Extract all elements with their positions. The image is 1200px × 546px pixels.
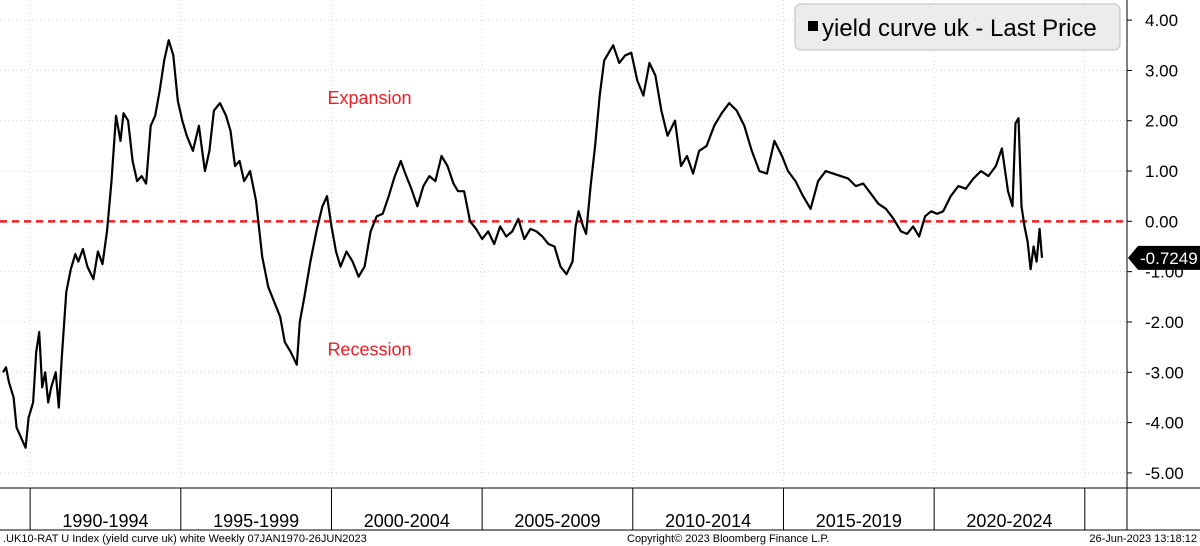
legend-box [794, 3, 1121, 51]
y-tick-label: 2.00 [1145, 112, 1178, 131]
gridlines [0, 0, 1127, 488]
legend: yield curve uk - Last Price [794, 3, 1121, 51]
series-line-0 [2, 39, 1044, 449]
footer-right: 26-Jun-2023 13:18:12 [1089, 533, 1197, 545]
y-tick-label: 4.00 [1145, 11, 1178, 30]
footer-left: .UK10-RAT U Index (yield curve uk) white… [3, 533, 367, 545]
x-category-label: 2010-2014 [665, 511, 751, 531]
axes [0, 0, 1200, 531]
y-tick-label: -3.00 [1145, 363, 1184, 382]
y-tick-label: 0.00 [1145, 212, 1178, 231]
y-tick-label: 1.00 [1145, 162, 1178, 181]
x-category-label: 1995-1999 [213, 511, 299, 531]
y-tick-label: -2.00 [1145, 313, 1184, 332]
x-category-label: 2020-2024 [966, 511, 1052, 531]
series-layer [2, 39, 1044, 449]
y-tick-label: -5.00 [1145, 464, 1184, 483]
x-category-label: 2005-2009 [514, 511, 600, 531]
x-category-label: 2015-2019 [816, 511, 902, 531]
last-value-tag-shape [1128, 245, 1200, 270]
annotations: Expansion Recession [327, 88, 411, 360]
y-tick-label: 3.00 [1145, 61, 1178, 80]
legend-label: yield curve uk - Last Price [822, 15, 1097, 42]
x-category-label: 1990-1994 [62, 511, 148, 531]
footer: .UK10-RAT U Index (yield curve uk) white… [3, 533, 1197, 545]
footer-center: Copyright© 2023 Bloomberg Finance L.P. [627, 533, 829, 545]
last-value-label: -0.7249 [1140, 249, 1198, 268]
y-tick-label: -4.00 [1145, 414, 1184, 433]
last-value-tag: -0.7249 [1128, 245, 1200, 270]
annotation-recession: Recession [327, 340, 411, 360]
y-tick-labels: 4.003.002.001.000.00-1.00-2.00-3.00-4.00… [1145, 11, 1184, 483]
legend-swatch [808, 21, 818, 31]
annotation-expansion: Expansion [327, 88, 411, 108]
x-category-label: 2000-2004 [364, 511, 450, 531]
x-category-labels: 1990-1994 1995-1999 2000-2004 2005-2009 2010… [62, 511, 1052, 531]
